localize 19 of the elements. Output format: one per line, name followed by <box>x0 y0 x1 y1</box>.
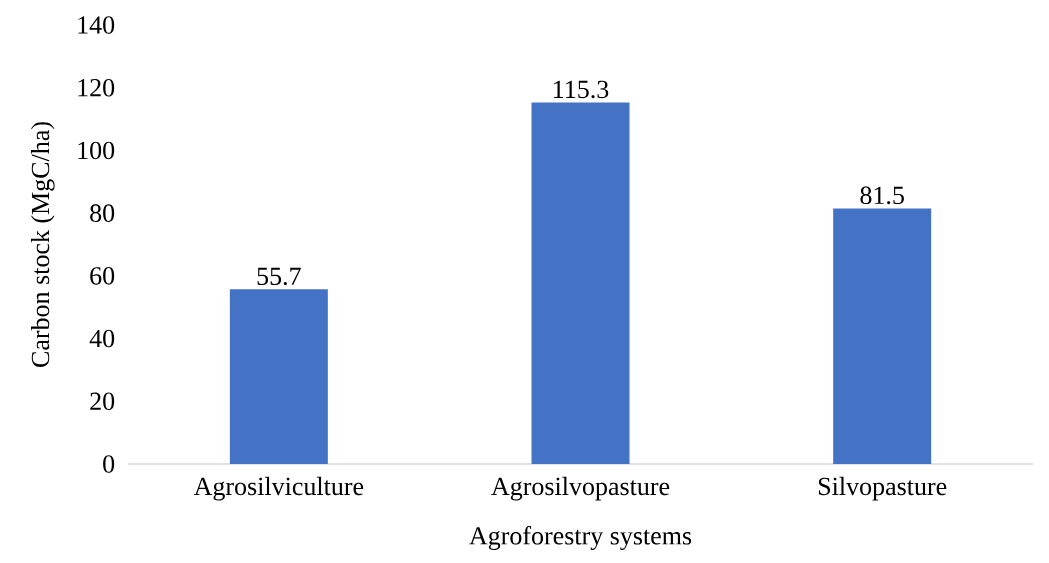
y-tick-label: 80 <box>90 204 115 222</box>
y-tick-label: 20 <box>90 392 115 411</box>
y-tick-label: 120 <box>78 78 115 97</box>
y-tick-label: 40 <box>89 329 115 348</box>
x-tick-label: Agrosilviculture <box>193 476 364 501</box>
x-tick-label: Agrosilvopasture <box>491 476 670 501</box>
y-tick-label: 0 <box>103 455 115 473</box>
x-axis-title: Agroforestry systems <box>469 526 692 550</box>
x-tick-label: Silvopasture <box>818 476 947 501</box>
bar <box>531 102 630 464</box>
data-label: 55.7 <box>257 267 301 286</box>
data-label: 115.3 <box>554 80 609 99</box>
y-tick-label: 100 <box>78 141 115 160</box>
bar <box>229 289 328 464</box>
y-tick-label: 140 <box>78 16 115 34</box>
y-axis-title: Carbon stock (MgC/ha) <box>30 122 55 367</box>
y-tick-label: 60 <box>90 267 115 285</box>
data-label: 81.5 <box>860 186 904 205</box>
bar <box>833 208 932 464</box>
